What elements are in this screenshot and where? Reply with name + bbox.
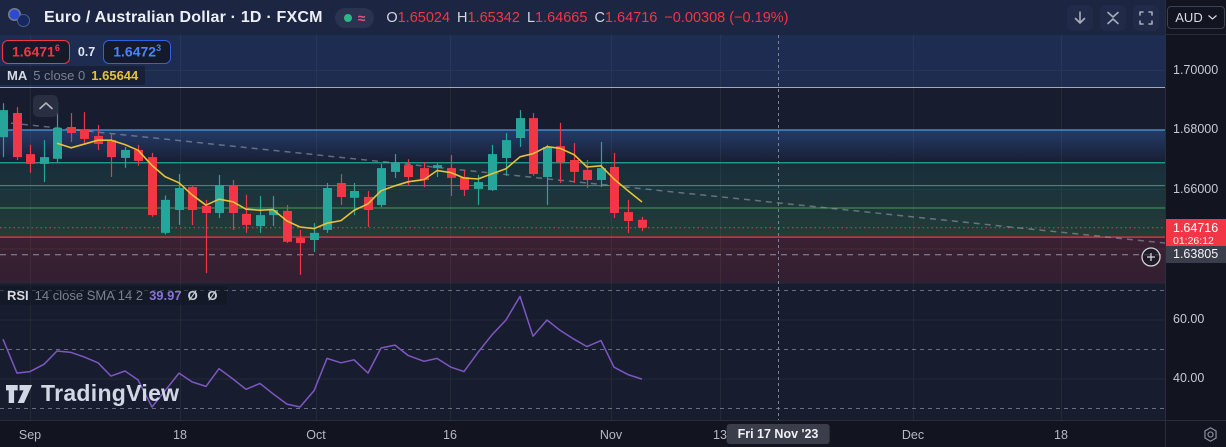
legend-collapse-button[interactable] <box>33 95 58 117</box>
low-value: 1.64665 <box>535 9 588 26</box>
chart-canvas[interactable] <box>0 35 1165 420</box>
chevron-down-icon <box>1207 14 1217 20</box>
price-level-badge: 1.63805 <box>1166 245 1226 263</box>
ma-value: 1.65644 <box>91 68 139 83</box>
market-status-pill[interactable]: ≈ <box>334 7 375 28</box>
bid-pip-digit: 6 <box>54 43 60 53</box>
ohlc-readout: O1.65024 H1.65342 L1.64665 C1.64716 −0.0… <box>386 10 788 26</box>
price-axis-label: 1.66000 <box>1173 181 1219 196</box>
currency-selector[interactable]: AUD <box>1167 5 1225 29</box>
ma-indicator-legend[interactable]: MA 5 close 0 1.65644 <box>0 66 146 85</box>
fullscreen-button[interactable] <box>1133 4 1159 31</box>
ask-price-box[interactable]: 1.64723 <box>103 40 172 64</box>
currency-header: AUD <box>1166 0 1226 35</box>
ask-pip-digit: 3 <box>156 43 162 53</box>
close-label: C <box>594 9 605 26</box>
gear-hexagon-icon <box>1204 427 1217 442</box>
rsi-hidden-values: Ø Ø <box>187 288 221 303</box>
crosshair-date-badge: Fri 17 Nov '23 <box>726 424 830 444</box>
time-axis-label: 16 <box>443 428 457 442</box>
bid-price-box[interactable]: 1.64716 <box>2 40 70 64</box>
last-price-badge: 1.64716 01:26:12 <box>1166 218 1226 248</box>
change-value: −0.00308 (−0.19%) <box>664 9 789 26</box>
chart-topbar: Euro / Australian Dollar · 1D · FXCM ≈ O… <box>0 0 1165 35</box>
price-axis[interactable]: AUD 1.70000 1.68000 1.66000 60.00 40.00 1.64… <box>1165 0 1226 447</box>
time-axis-label: Oct <box>306 428 326 442</box>
bar-countdown: 01:26:12 <box>1173 235 1214 248</box>
instrument-flag-icon <box>8 7 32 29</box>
quote-row: 1.64716 0.7 1.64723 <box>2 40 172 64</box>
spread-value: 0.7 <box>77 44 96 59</box>
quick-order-plus-icon[interactable] <box>1141 247 1161 267</box>
high-value: 1.65342 <box>467 9 520 26</box>
currency-label: AUD <box>1175 9 1203 25</box>
watermark-text: TradingView <box>41 380 180 406</box>
tradingview-logo-icon <box>6 384 33 403</box>
time-axis-label: 18 <box>1054 428 1068 442</box>
time-axis-label: Sep <box>18 428 42 442</box>
scroll-to-recent-button[interactable] <box>1067 4 1093 31</box>
time-axis-label: 13 <box>713 428 727 442</box>
time-axis-label: Dec <box>901 428 925 442</box>
close-value: 1.64716 <box>604 9 658 26</box>
rsi-indicator-legend[interactable]: RSI 14 close SMA 14 2 39.97 Ø Ø <box>0 286 228 305</box>
axis-corner-divider <box>1166 420 1226 421</box>
last-price-value: 1.64716 <box>1173 220 1219 235</box>
collapse-icon <box>1107 11 1119 24</box>
chevron-up-icon <box>38 102 53 110</box>
time-axis-label: 18 <box>173 428 187 442</box>
time-axis[interactable]: Sep 18 Oct 16 Nov 13 Dec 18 Fri 17 Nov '23 <box>0 420 1165 447</box>
collapse-pane-button[interactable] <box>1100 4 1126 31</box>
market-open-dot <box>343 13 352 22</box>
price-axis-label: 1.70000 <box>1173 62 1219 77</box>
open-label: O <box>386 9 398 26</box>
bid-value: 1.6471 <box>12 43 55 60</box>
rsi-axis-label: 60.00 <box>1173 312 1205 326</box>
symbol-title[interactable]: Euro / Australian Dollar · 1D · FXCM <box>44 8 323 26</box>
ma-name: MA <box>7 68 28 83</box>
price-axis-label: 1.68000 <box>1173 122 1219 136</box>
axis-settings-icon[interactable] <box>1201 425 1220 447</box>
high-label: H <box>457 9 468 26</box>
time-axis-label: Nov <box>599 428 623 442</box>
low-label: L <box>526 9 536 26</box>
rsi-name: RSI <box>7 288 29 303</box>
delayed-data-icon: ≈ <box>357 9 366 26</box>
arrow-down-icon <box>1074 10 1086 24</box>
ma-params: 5 close 0 <box>33 68 86 83</box>
tradingview-watermark: TradingView <box>6 380 179 407</box>
rsi-params: 14 close SMA 14 2 <box>34 288 144 303</box>
rsi-value: 39.97 <box>149 288 182 303</box>
open-value: 1.65024 <box>397 9 451 26</box>
fullscreen-icon <box>1139 10 1153 25</box>
rsi-axis-label: 40.00 <box>1173 371 1205 385</box>
ask-value: 1.6472 <box>113 43 157 60</box>
